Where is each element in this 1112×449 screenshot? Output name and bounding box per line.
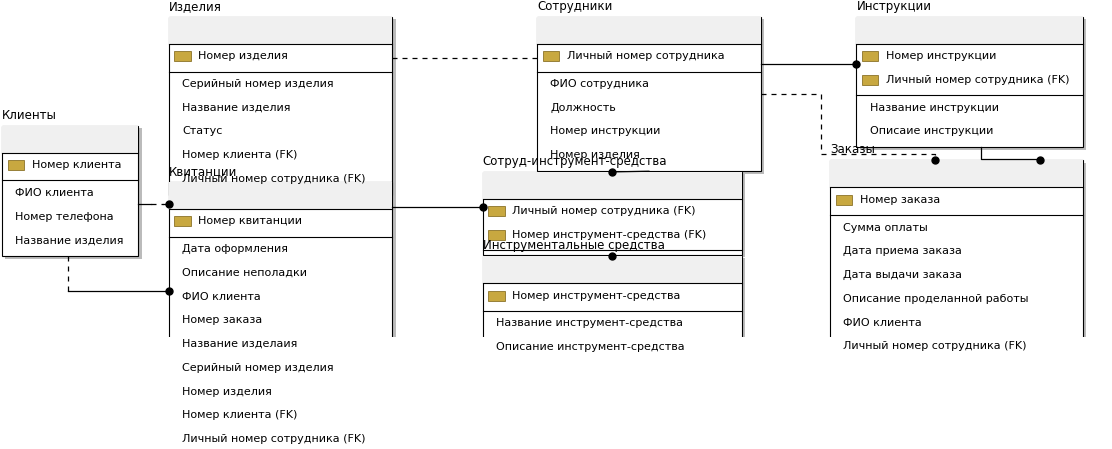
Text: Описание проделанной работы: Описание проделанной работы — [843, 294, 1029, 304]
Text: Номер инструкции: Номер инструкции — [550, 127, 661, 136]
Text: Название изделия: Название изделия — [182, 103, 290, 113]
Text: Номер заказа: Номер заказа — [182, 315, 262, 326]
Text: Номер клиента (FK): Номер клиента (FK) — [182, 410, 297, 420]
Text: Дата оформления: Дата оформления — [182, 244, 288, 254]
Text: Описаие инструкции: Описаие инструкции — [870, 127, 993, 136]
Text: Заказы: Заказы — [831, 143, 875, 156]
Bar — [486, 259, 745, 365]
Text: Изделия: Изделия — [169, 0, 221, 13]
Text: Сумма оплаты: Сумма оплаты — [843, 223, 929, 233]
Text: Статус: Статус — [182, 127, 222, 136]
Text: Сотруд-инструмент-средства: Сотруд-инструмент-средства — [483, 155, 667, 168]
Text: Личный номер сотрудника: Личный номер сотрудника — [567, 51, 724, 61]
Bar — [6, 128, 141, 259]
Bar — [486, 174, 745, 257]
Text: Номер изделия: Номер изделия — [198, 51, 288, 61]
Text: Личный номер сотрудника (FK): Личный номер сотрудника (FK) — [182, 174, 366, 184]
Text: Инструкции: Инструкции — [856, 0, 932, 13]
Bar — [169, 182, 393, 449]
Bar — [540, 19, 764, 174]
Bar — [175, 216, 190, 226]
Text: Номер инструкции: Номер инструкции — [886, 51, 996, 61]
Text: Номер клиента: Номер клиента — [31, 160, 121, 170]
Bar — [537, 17, 761, 171]
Bar — [862, 75, 878, 85]
Bar — [172, 184, 396, 449]
Text: Название инструмент-средства: Название инструмент-средства — [496, 318, 683, 328]
Text: Номер изделия: Номер изделия — [550, 150, 641, 160]
Bar — [169, 182, 393, 209]
Bar — [172, 19, 396, 197]
Text: Номер инструмент-средства (FK): Номер инструмент-средства (FK) — [513, 230, 706, 240]
Text: Номер заказа: Номер заказа — [860, 195, 940, 205]
Bar — [483, 172, 742, 255]
Bar — [483, 172, 742, 199]
Text: Инструментальные средства: Инструментальные средства — [483, 239, 665, 252]
Bar — [834, 163, 1086, 365]
Bar — [169, 17, 393, 195]
Text: Описание инструмент-средства: Описание инструмент-средства — [496, 342, 684, 352]
Text: Личный номер сотрудника (FK): Личный номер сотрудника (FK) — [513, 207, 696, 216]
Text: ФИО клиента: ФИО клиента — [843, 317, 922, 328]
Bar — [169, 17, 393, 44]
Text: Описание неполадки: Описание неполадки — [182, 268, 307, 278]
Text: ФИО сотрудника: ФИО сотрудника — [550, 79, 649, 89]
Bar — [483, 256, 742, 363]
Bar — [2, 126, 138, 256]
Text: ФИО клиента: ФИО клиента — [182, 291, 260, 302]
Text: Личный номер сотрудника (FK): Личный номер сотрудника (FK) — [182, 434, 366, 444]
Text: Дата приема заказа: Дата приема заказа — [843, 247, 962, 256]
Text: Номер инструмент-средства: Номер инструмент-средства — [513, 291, 681, 300]
Text: Номер квитанции: Номер квитанции — [198, 216, 302, 226]
Text: Личный номер сотрудника (FK): Личный номер сотрудника (FK) — [886, 75, 1070, 85]
Text: Номер изделия: Номер изделия — [182, 387, 271, 396]
Text: Номер телефона: Номер телефона — [16, 211, 113, 222]
Text: Название изделаия: Название изделаия — [182, 339, 297, 349]
Bar — [483, 256, 742, 283]
Bar — [831, 160, 1083, 362]
Bar — [831, 160, 1083, 187]
Text: Сотрудники: Сотрудники — [537, 0, 613, 13]
Bar — [860, 19, 1086, 150]
Text: Название инструкции: Название инструкции — [870, 103, 999, 113]
Bar — [8, 160, 24, 170]
Bar — [856, 17, 1083, 44]
Text: ФИО клиента: ФИО клиента — [16, 188, 95, 198]
Bar — [543, 51, 559, 61]
Bar — [2, 126, 138, 153]
Bar — [175, 51, 190, 61]
Text: Личный номер сотрудника (FK): Личный номер сотрудника (FK) — [843, 341, 1026, 352]
Bar — [488, 291, 505, 300]
Text: Квитанции: Квитанции — [169, 165, 237, 178]
Bar — [856, 17, 1083, 147]
Text: Номер клиента (FK): Номер клиента (FK) — [182, 150, 297, 160]
Text: Должность: Должность — [550, 103, 616, 113]
Text: Дата выдачи заказа: Дата выдачи заказа — [843, 270, 962, 280]
Text: Серийный номер изделия: Серийный номер изделия — [182, 363, 334, 373]
Text: Название изделия: Название изделия — [16, 235, 123, 246]
Bar — [836, 195, 852, 205]
Text: Клиенты: Клиенты — [2, 109, 57, 122]
Bar — [537, 17, 761, 44]
Bar — [488, 230, 505, 240]
Bar — [488, 207, 505, 216]
Bar — [862, 51, 878, 61]
Text: Серийный номер изделия: Серийный номер изделия — [182, 79, 334, 89]
